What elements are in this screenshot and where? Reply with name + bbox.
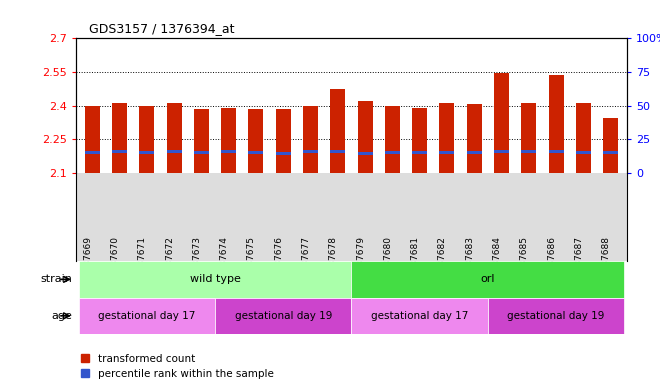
Bar [521, 150, 537, 153]
Text: gestational day 19: gestational day 19 [234, 311, 332, 321]
Text: GDS3157 / 1376394_at: GDS3157 / 1376394_at [89, 22, 234, 35]
Bar [330, 150, 345, 153]
Bar [358, 152, 373, 154]
Bar [351, 261, 624, 298]
Bar [548, 75, 564, 173]
Bar [494, 150, 509, 153]
Bar [276, 109, 291, 173]
Bar [385, 106, 400, 173]
Bar [248, 109, 263, 173]
Bar [276, 152, 291, 154]
Text: wild type: wild type [189, 274, 240, 285]
Bar [221, 150, 236, 153]
Bar [303, 150, 318, 153]
Bar [385, 151, 400, 154]
Bar [166, 103, 182, 173]
Text: gestational day 17: gestational day 17 [371, 311, 469, 321]
Bar [467, 104, 482, 173]
Bar [166, 150, 182, 153]
Bar [112, 150, 127, 153]
Bar [576, 103, 591, 173]
Bar [412, 108, 427, 173]
Bar [603, 151, 618, 154]
Bar [84, 106, 100, 173]
Text: strain: strain [41, 274, 73, 285]
Bar [112, 103, 127, 173]
Bar [488, 298, 624, 334]
Bar [139, 151, 154, 154]
Bar [303, 106, 318, 173]
Bar [194, 151, 209, 154]
Bar [330, 89, 345, 173]
Bar [494, 73, 509, 173]
Bar [576, 151, 591, 154]
Bar [79, 298, 215, 334]
Bar [194, 109, 209, 173]
Bar [139, 106, 154, 173]
Bar [84, 151, 100, 154]
Bar [467, 151, 482, 154]
Text: orl: orl [480, 274, 495, 285]
Bar [221, 108, 236, 173]
Bar [358, 101, 373, 173]
Legend: transformed count, percentile rank within the sample: transformed count, percentile rank withi… [81, 354, 274, 379]
Bar [351, 298, 488, 334]
Bar [412, 151, 427, 154]
Bar [440, 103, 455, 173]
Bar [248, 151, 263, 154]
Text: gestational day 19: gestational day 19 [508, 311, 605, 321]
Bar [603, 118, 618, 173]
Text: gestational day 17: gestational day 17 [98, 311, 195, 321]
Bar [521, 103, 537, 173]
Bar [548, 150, 564, 153]
Text: age: age [51, 311, 73, 321]
Bar [440, 151, 455, 154]
Bar [215, 298, 351, 334]
Bar [79, 261, 351, 298]
